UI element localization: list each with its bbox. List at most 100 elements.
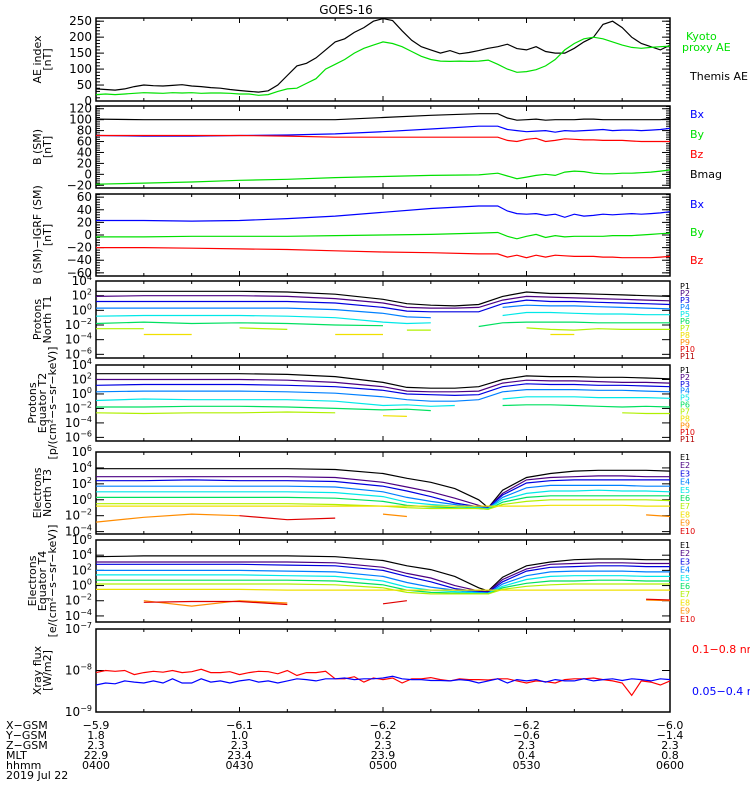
y-tick-label: 10−2 bbox=[65, 317, 92, 332]
y-tick-exponent: 0 bbox=[87, 302, 92, 311]
footer-value-hhmm: 0500 bbox=[369, 759, 397, 772]
panel-ae-index: 0 50 100 150 200 250 AE index[nT] Kyoto proxy AE… bbox=[31, 14, 748, 108]
y-tick-label: −60 bbox=[67, 266, 92, 280]
legend-by: By bbox=[690, 226, 705, 239]
legend-e6: E6 bbox=[680, 582, 690, 591]
y-tick-label: 100 bbox=[69, 113, 92, 127]
y-axis-label: ElectronsEquator T4[e/(cm²−s−sr−keV)] bbox=[26, 525, 59, 638]
y-axis-label-line: [e/(cm²−s−sr−keV)] bbox=[46, 525, 59, 638]
legend-kyoto-proxy-ae: Kyoto proxy AE bbox=[682, 30, 731, 54]
series-line-p7 bbox=[95, 411, 670, 415]
series-line-bz bbox=[96, 134, 670, 143]
y-axis-label-line: Equator T2 bbox=[36, 373, 49, 433]
legend-p8: P8 bbox=[680, 414, 690, 423]
legend-e9: E9 bbox=[680, 519, 690, 528]
footer-value-mlt: 23.4 bbox=[227, 749, 252, 762]
y-tick-label: 102 bbox=[72, 371, 92, 386]
y-tick-exponent: 4 bbox=[87, 547, 92, 556]
series-line-p1 bbox=[96, 373, 671, 389]
series-line-by bbox=[96, 231, 671, 240]
series-line-e4 bbox=[96, 569, 670, 594]
y-tick-exponent: −7 bbox=[80, 621, 92, 630]
legend-p10: P10 bbox=[680, 428, 695, 437]
series-line-e6 bbox=[96, 495, 670, 510]
y-tick-exponent: −6 bbox=[80, 429, 92, 438]
series-line-0-1-0-8-nm bbox=[95, 668, 671, 697]
series-line-p5 bbox=[95, 311, 670, 325]
y-tick-label: 20 bbox=[77, 215, 92, 229]
footer-value-x-gsm: −6.2 bbox=[513, 719, 540, 732]
y-tick-label: 106 bbox=[72, 532, 92, 547]
y-tick-label: 250 bbox=[69, 14, 92, 28]
series-line-p2 bbox=[95, 295, 671, 309]
y-tick-label: −40 bbox=[67, 253, 92, 267]
footer-value-y-gsm: 0.2 bbox=[374, 729, 392, 742]
y-axis-label: B (SM)[nT] bbox=[31, 129, 54, 165]
y-tick-exponent: 4 bbox=[87, 460, 92, 469]
legend-e6: E6 bbox=[680, 494, 690, 503]
y-tick-exponent: −2 bbox=[80, 508, 92, 517]
legend-e7: E7 bbox=[680, 502, 690, 511]
y-tick-label: 0 bbox=[84, 167, 92, 181]
series-line-bx bbox=[96, 205, 671, 222]
y-tick-label: 102 bbox=[72, 562, 92, 577]
y-axis-label-line: B (SM) bbox=[31, 129, 44, 165]
y-tick-label: 100 bbox=[72, 386, 92, 401]
series-line-p4 bbox=[96, 304, 671, 319]
legend-e5: E5 bbox=[680, 486, 690, 495]
y-tick-label: 200 bbox=[69, 30, 92, 44]
y-tick-label: 104 bbox=[72, 460, 92, 475]
footer-value-hhmm: 0430 bbox=[226, 759, 254, 772]
y-tick-label: 150 bbox=[69, 46, 92, 60]
y-tick-exponent: 2 bbox=[87, 288, 92, 297]
plot-title: GOES-16 bbox=[319, 3, 373, 17]
series-line-e10 bbox=[239, 515, 336, 521]
series-line-0-05-0-4-nm bbox=[95, 675, 671, 686]
series-line-e1 bbox=[95, 555, 670, 592]
y-tick-label: 120 bbox=[69, 102, 92, 116]
footer-value-hhmm: 0530 bbox=[513, 759, 541, 772]
legend-p11: P11 bbox=[680, 352, 695, 361]
y-tick-exponent: 0 bbox=[87, 492, 92, 501]
footer-value-x-gsm: −6.1 bbox=[226, 719, 253, 732]
series-line-p3 bbox=[96, 299, 671, 313]
y-axis-label-line: Equator T4 bbox=[36, 551, 49, 611]
y-tick-label: 10−2 bbox=[65, 400, 92, 415]
y-tick-label: 40 bbox=[77, 145, 92, 159]
y-tick-label: 10−4 bbox=[65, 415, 92, 430]
y-tick-label: 60 bbox=[77, 135, 92, 149]
y-tick-exponent: 4 bbox=[87, 273, 92, 282]
y-axis-label-line: Protons bbox=[31, 299, 44, 340]
y-tick-exponent: 6 bbox=[87, 444, 92, 453]
y-axis-label-line: Protons bbox=[26, 382, 39, 423]
legend-e4: E4 bbox=[680, 566, 690, 575]
footer-row-label: MLT bbox=[6, 749, 27, 762]
legend-themis-ae: Themis AE bbox=[689, 70, 748, 83]
legend-p7: P7 bbox=[680, 407, 690, 416]
legend-p11: P11 bbox=[680, 435, 695, 444]
y-axis-label-line: [nT] bbox=[41, 224, 54, 246]
legend-p2: P2 bbox=[680, 373, 690, 382]
legend-line: proxy AE bbox=[682, 41, 731, 54]
y-tick-label: 104 bbox=[72, 547, 92, 562]
legend-p2: P2 bbox=[680, 289, 690, 298]
y-axis-label-line: [W/m2] bbox=[41, 650, 54, 691]
y-tick-label: 104 bbox=[72, 357, 92, 372]
y-tick-exponent: −2 bbox=[80, 400, 92, 409]
y-tick-label: 100 bbox=[69, 62, 92, 76]
series-line-e10 bbox=[143, 598, 671, 606]
series-line-p6 bbox=[96, 404, 671, 412]
footer-value-y-gsm: 1.0 bbox=[231, 729, 249, 742]
legend-e4: E4 bbox=[680, 478, 690, 487]
legend-e8: E8 bbox=[680, 510, 690, 519]
footer-value-z-gsm: 2.3 bbox=[518, 739, 536, 752]
legend-bmag: Bmag bbox=[690, 168, 722, 181]
y-tick-exponent: −4 bbox=[80, 332, 92, 341]
y-axis-label: ElectronsNorth T3 bbox=[31, 467, 54, 518]
legend-e1: E1 bbox=[680, 541, 690, 550]
y-tick-exponent: 4 bbox=[87, 357, 92, 366]
